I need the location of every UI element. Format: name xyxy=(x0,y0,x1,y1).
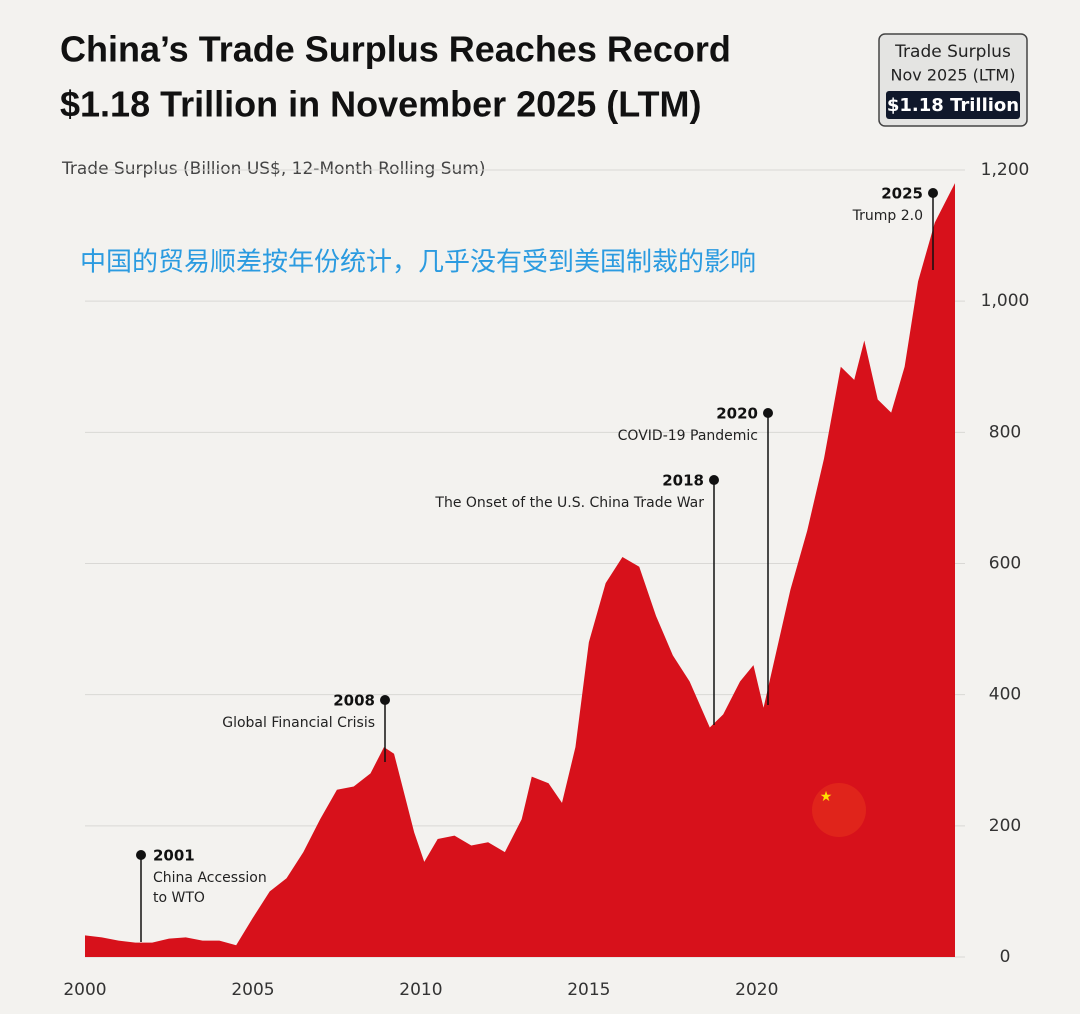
y-tick-label: 1,200 xyxy=(981,160,1030,180)
chart-title: China’s Trade Surplus Reaches Record xyxy=(60,29,731,70)
callout-label: Trade Surplus xyxy=(894,42,1011,62)
callout-value-box xyxy=(886,91,1020,119)
x-tick-label: 2020 xyxy=(735,980,778,1000)
annotation-text: China Accession xyxy=(153,870,267,886)
annotation-year: 2001 xyxy=(153,847,195,865)
annotation-text: Global Financial Crisis xyxy=(222,715,375,731)
y-axis-title: Trade Surplus (Billion US$, 12-Month Rol… xyxy=(61,159,485,179)
plot: 0 200 400 600 800 1,000 1,200 2000 2005 2010 2015 2… xyxy=(63,160,1029,1000)
x-tick-label: 2010 xyxy=(399,980,442,1000)
y-tick-label: 600 xyxy=(989,554,1021,574)
flag-star: ★ xyxy=(820,789,833,805)
annotation-dot xyxy=(136,850,146,860)
y-tick-label: 400 xyxy=(989,685,1021,705)
caption: 中国的贸易顺差按年份统计，几乎没有受到美国制裁的影响 xyxy=(80,248,756,278)
x-tick-label: 2000 xyxy=(63,980,106,1000)
callout-label: Nov 2025 (LTM) xyxy=(891,66,1016,85)
annotation-year: 2008 xyxy=(333,692,375,710)
x-tick-label: 2015 xyxy=(567,980,610,1000)
x-tick-label: 2005 xyxy=(231,980,274,1000)
annotation-text: The Onset of the U.S. China Trade War xyxy=(434,495,704,511)
annotation-text: to WTO xyxy=(153,890,205,906)
annotation-text: Trump 2.0 xyxy=(852,208,923,224)
flag: ★ xyxy=(812,783,866,837)
y-tick-label: 0 xyxy=(1000,947,1011,967)
y-tick-label: 800 xyxy=(989,422,1021,442)
area xyxy=(85,183,955,957)
callout-value: $1.18 Trillion xyxy=(887,95,1019,116)
annotation-dot xyxy=(928,188,938,198)
annotation-dot xyxy=(763,408,773,418)
annotation-year: 2025 xyxy=(881,185,923,203)
chart-title: $1.18 Trillion in November 2025 (LTM) xyxy=(60,84,702,125)
annotation-text: COVID-19 Pandemic xyxy=(618,428,758,444)
annotation-dot xyxy=(709,475,719,485)
annotation-year: 2020 xyxy=(716,405,758,423)
annotation-year: 2018 xyxy=(662,472,704,490)
flag-circle xyxy=(812,783,866,837)
y-tick-label: 1,000 xyxy=(981,291,1030,311)
annotation-dot xyxy=(380,695,390,705)
y-tick-label: 200 xyxy=(989,816,1021,836)
